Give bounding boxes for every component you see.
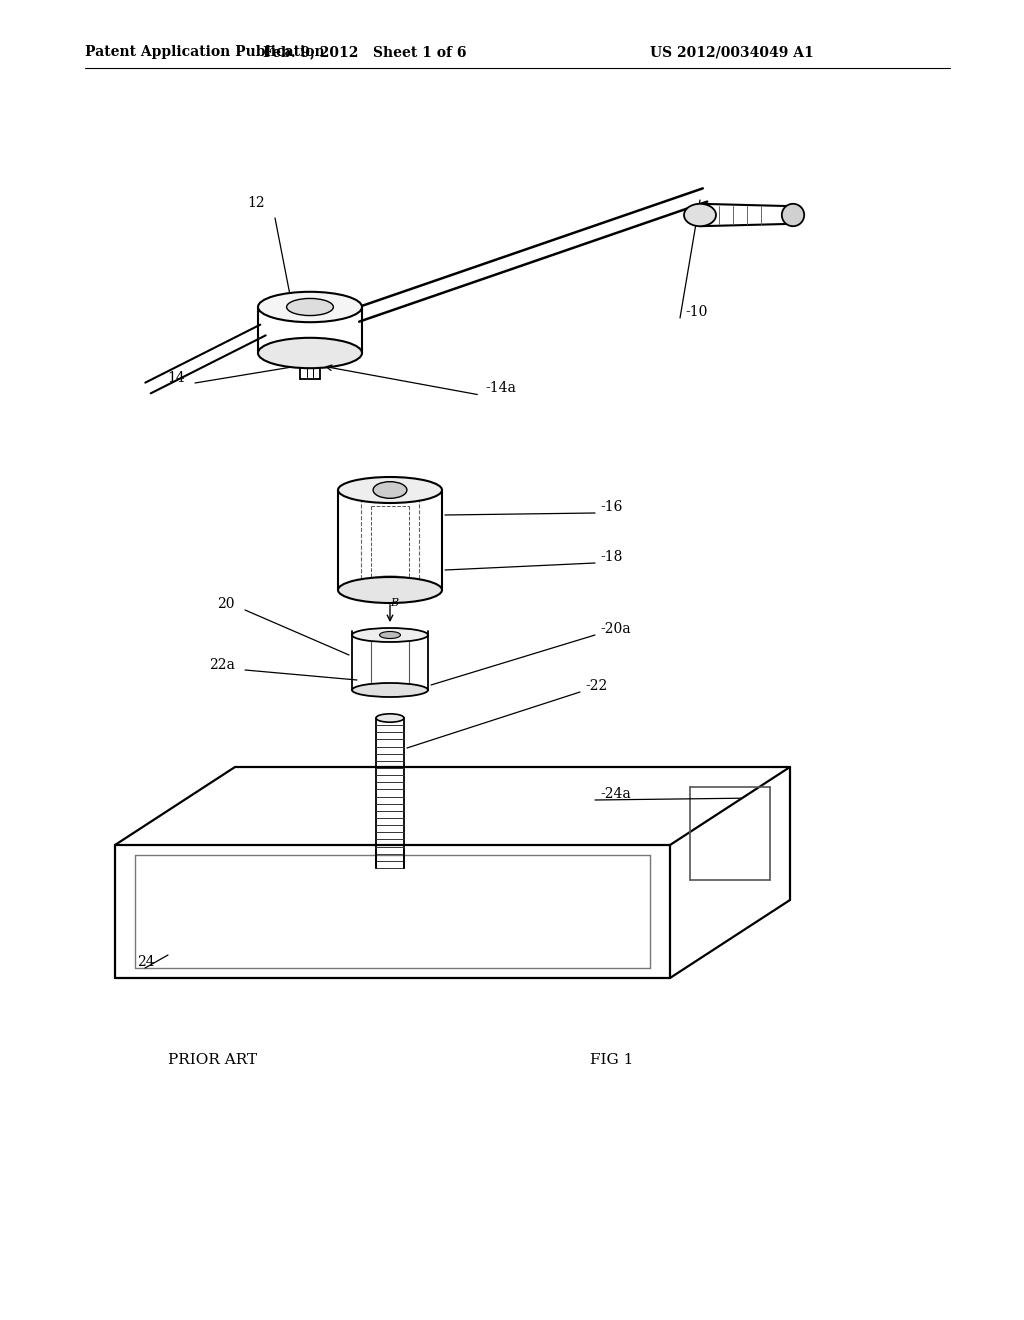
Ellipse shape [380,631,400,639]
Text: PRIOR ART: PRIOR ART [168,1053,257,1067]
Ellipse shape [258,292,362,322]
Ellipse shape [338,477,442,503]
Text: US 2012/0034049 A1: US 2012/0034049 A1 [650,45,814,59]
Ellipse shape [781,203,804,226]
Ellipse shape [352,682,428,697]
Ellipse shape [287,298,334,315]
Text: 24: 24 [137,954,155,969]
Ellipse shape [684,203,716,226]
Ellipse shape [373,482,407,499]
Text: Patent Application Publication: Patent Application Publication [85,45,325,59]
Text: -10: -10 [685,305,708,319]
Text: -20a: -20a [600,622,631,636]
Text: -14a: -14a [485,381,516,395]
Text: A: A [314,306,322,315]
Text: 14: 14 [167,371,185,385]
Text: -22: -22 [585,678,607,693]
Text: 12: 12 [248,195,265,210]
Text: -18: -18 [600,550,623,564]
Text: -16: -16 [600,500,623,513]
Text: FIG 1: FIG 1 [590,1053,634,1067]
Text: 20: 20 [217,597,234,611]
Ellipse shape [338,577,442,603]
Text: Feb. 9, 2012   Sheet 1 of 6: Feb. 9, 2012 Sheet 1 of 6 [263,45,467,59]
Ellipse shape [376,714,404,722]
Ellipse shape [258,338,362,368]
Ellipse shape [352,628,428,642]
Text: -24a: -24a [600,787,631,801]
Text: B: B [390,598,398,609]
Text: 22a: 22a [209,657,234,672]
